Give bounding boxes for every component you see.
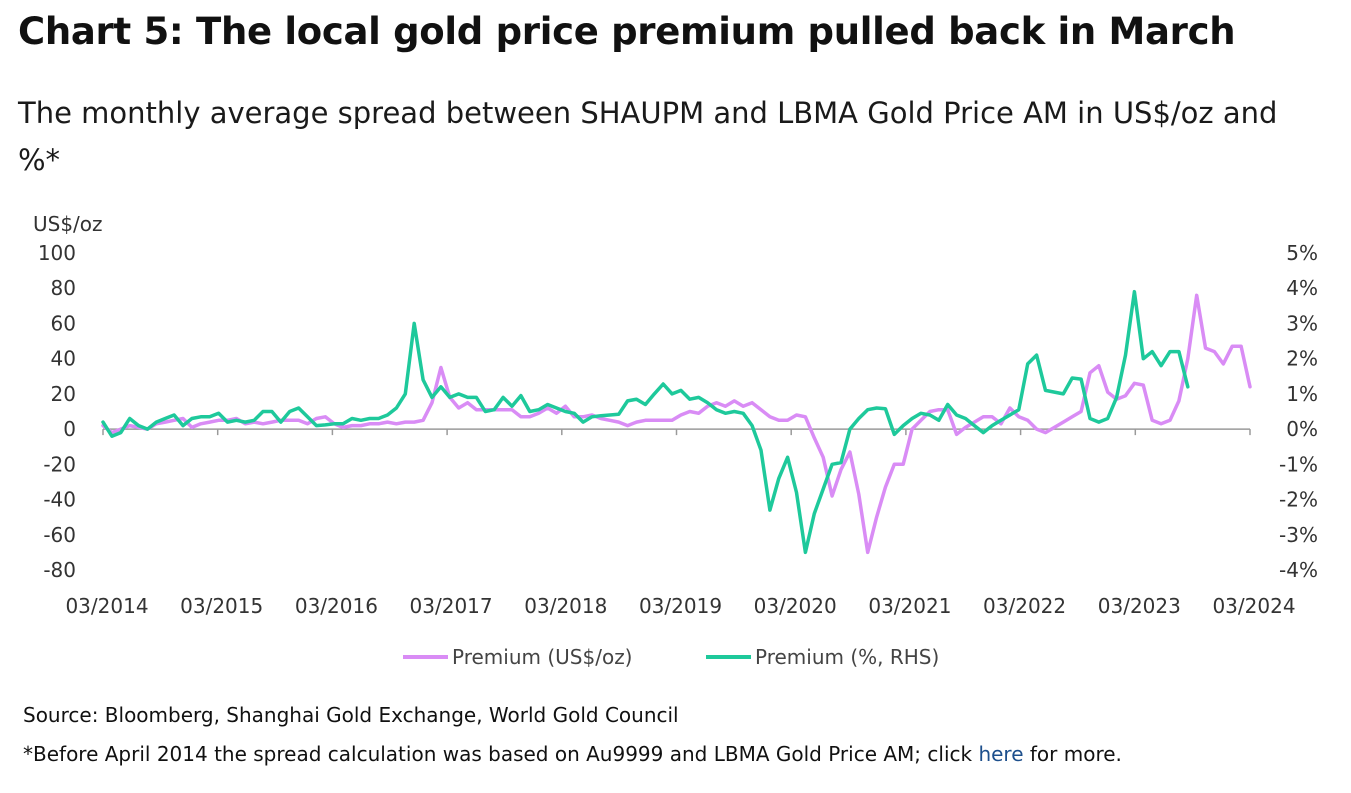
footnote-text: *Before April 2014 the spread calculatio… <box>23 742 979 766</box>
x-tick-label: 03/2017 <box>410 594 493 618</box>
y-tick-left: 80 <box>51 276 76 300</box>
x-tick-label: 03/2024 <box>1212 594 1295 618</box>
legend-label-pct: Premium (%, RHS) <box>755 645 939 669</box>
y-tick-left: 0 <box>63 417 76 441</box>
y-tick-left: 40 <box>51 347 76 371</box>
x-tick-label: 03/2022 <box>983 594 1066 618</box>
x-axis-ticks <box>102 429 1251 436</box>
y-axis-label-left: US$/oz <box>33 212 103 236</box>
y-tick-right: -1% <box>1279 452 1318 476</box>
x-tick-label: 03/2014 <box>65 594 148 618</box>
legend-label-usd: Premium (US$/oz) <box>452 645 633 669</box>
y-tick-right: 5% <box>1286 241 1318 265</box>
y-tick-right: 0% <box>1286 417 1318 441</box>
premium-line-chart: US$/oz 100 80 60 40 20 0 -20 -40 -60 -80 5% 4% 3% 2%… <box>33 212 1318 669</box>
x-tick-label: 03/2018 <box>524 594 607 618</box>
x-tick-label: 03/2021 <box>868 594 951 618</box>
y-tick-left: 100 <box>38 241 76 265</box>
y-tick-right: -4% <box>1279 558 1318 582</box>
y-tick-right: 4% <box>1286 276 1318 300</box>
here-link[interactable]: here <box>978 742 1024 766</box>
left-y-ticks: 100 80 60 40 20 0 -20 -40 -60 -80 <box>38 241 76 582</box>
y-tick-left: -60 <box>43 523 76 547</box>
y-tick-left: 60 <box>51 311 76 335</box>
x-tick-label: 03/2019 <box>639 594 722 618</box>
y-tick-left: -80 <box>43 558 76 582</box>
y-tick-left: -40 <box>43 488 76 512</box>
footnote: *Before April 2014 the spread calculatio… <box>23 742 1122 766</box>
y-tick-right: -2% <box>1279 488 1318 512</box>
y-tick-right: 2% <box>1286 347 1318 371</box>
legend[interactable]: Premium (US$/oz) Premium (%, RHS) <box>403 645 939 669</box>
x-tick-label: 03/2020 <box>754 594 837 618</box>
y-tick-left: -20 <box>43 452 76 476</box>
chart-title: Chart 5: The local gold price premium pu… <box>18 10 1236 53</box>
series-layer <box>101 289 1252 555</box>
series-line-usd <box>101 293 1252 555</box>
x-tick-label: 03/2016 <box>295 594 378 618</box>
x-axis-labels: 03/2014 03/2015 03/2016 03/2017 03/2018 03/20… <box>65 594 1295 618</box>
x-tick-label: 03/2023 <box>1098 594 1181 618</box>
chart-subtitle: The monthly average spread between SHAUP… <box>18 96 1278 177</box>
source-note: Source: Bloomberg, Shanghai Gold Exchang… <box>23 703 679 727</box>
y-tick-right: 3% <box>1286 311 1318 335</box>
x-tick-label: 03/2015 <box>180 594 263 618</box>
right-y-ticks: 5% 4% 3% 2% 1% 0% -1% -2% -3% -4% <box>1279 241 1318 582</box>
footnote-tail: for more. <box>1023 742 1122 766</box>
series-line-pct <box>101 289 1190 555</box>
y-tick-right: -3% <box>1279 523 1318 547</box>
y-tick-right: 1% <box>1286 382 1318 406</box>
y-tick-left: 20 <box>51 382 76 406</box>
